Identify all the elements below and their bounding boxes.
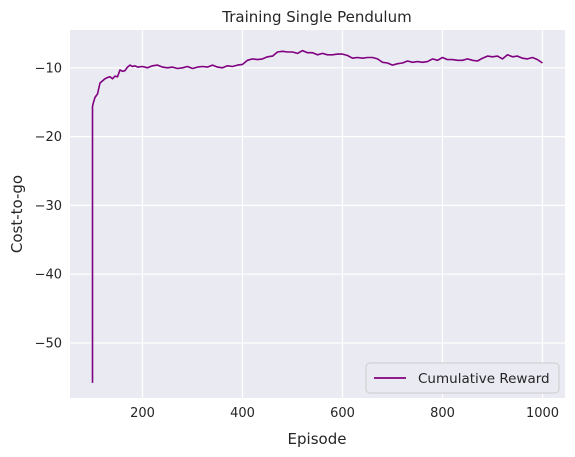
y-tick-label: −20: [35, 130, 62, 145]
legend: Cumulative Reward: [365, 362, 560, 394]
y-tick-label: −40: [35, 268, 62, 283]
grid-lines: [70, 30, 565, 398]
y-tick-label: −10: [35, 61, 62, 76]
x-tick-label: 1000: [526, 406, 559, 421]
legend-label-cumulative-reward: Cumulative Reward: [418, 371, 550, 387]
chart-title: Training Single Pendulum: [221, 8, 411, 26]
y-tick-label: −30: [35, 199, 62, 214]
y-axis-label: Cost-to-go: [8, 175, 26, 253]
legend-box: [365, 362, 560, 394]
y-tick-label: −50: [35, 336, 62, 351]
x-tick-labels: 200 400 600 800 1000: [130, 406, 559, 421]
series-lines: [91, 49, 543, 383]
x-tick-label: 200: [130, 406, 155, 421]
x-tick-label: 400: [230, 406, 255, 421]
x-tick-label: 800: [430, 406, 455, 421]
y-tick-labels: −10 −20 −30 −40 −50: [35, 61, 62, 351]
x-tick-label: 600: [330, 406, 355, 421]
series-line-cumulative-reward: [91, 49, 543, 383]
plot-background: [70, 30, 565, 398]
x-axis-label: Episode: [288, 430, 347, 448]
